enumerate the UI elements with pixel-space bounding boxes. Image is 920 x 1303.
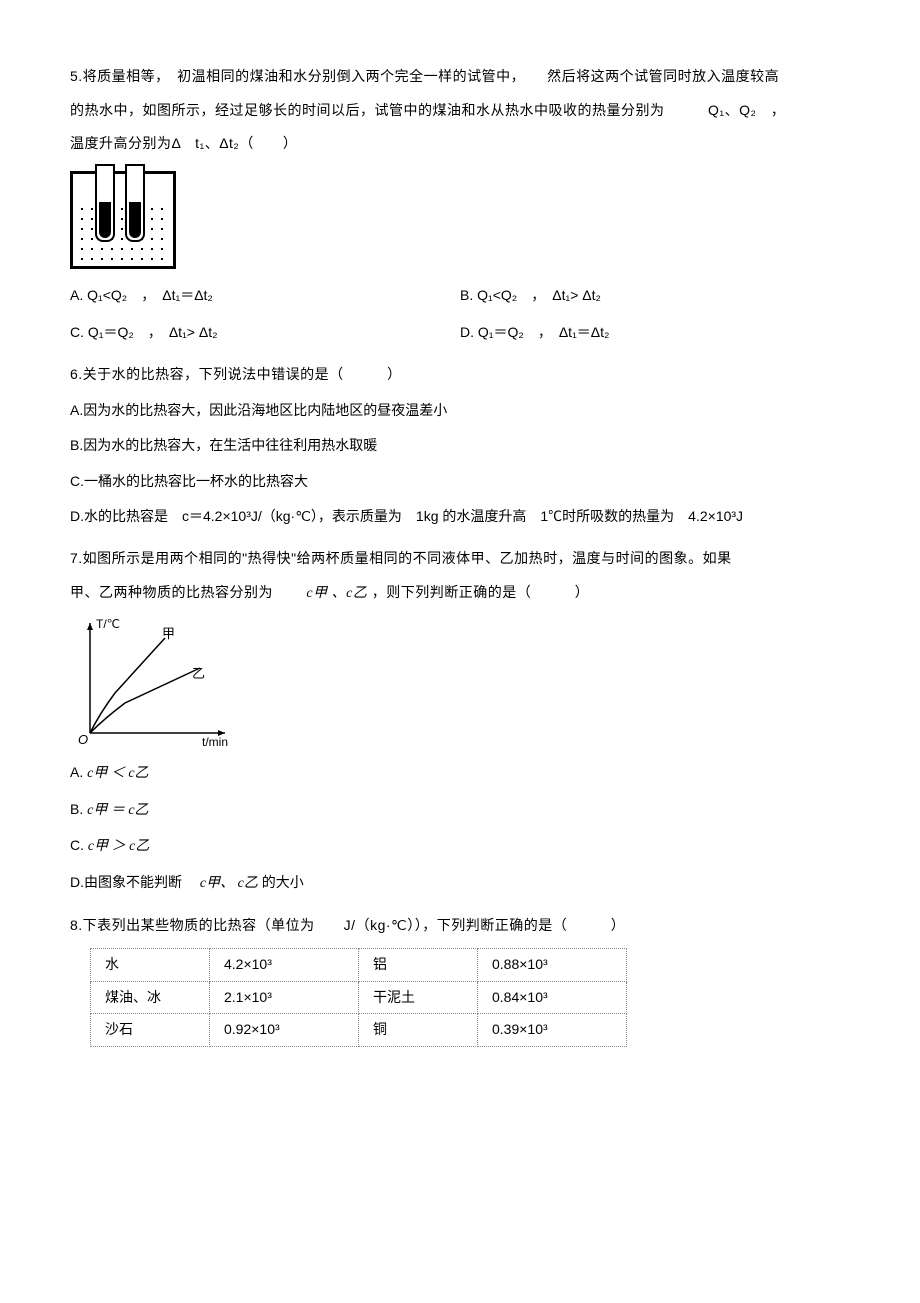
- table-cell: 铝: [359, 949, 478, 982]
- q7-option-b-formula: c甲 ＝ c乙: [87, 803, 148, 818]
- q6-option-a: A.因为水的比热容大，因此沿海地区比内陆地区的昼夜温差小: [70, 394, 850, 428]
- y-axis-label: T/℃: [96, 618, 120, 631]
- q5-options-row-1: A. Q₁<Q₂ ， Δt₁＝Δt₂ B. Q₁<Q₂ ， Δt₁> Δt₂: [70, 279, 850, 313]
- question-6: 6.关于水的比热容，下列说法中错误的是（ ） A.因为水的比热容大，因此沿海地区…: [70, 358, 850, 534]
- q6-option-d: D.水的比热容是 c＝4.2×10³J/（kg·℃），表示质量为 1kg 的水温…: [70, 500, 850, 534]
- q7-option-a-prefix: A.: [70, 764, 83, 780]
- q7-option-d-prefix: D.由图象不能判断: [70, 874, 196, 890]
- question-5: 5.将质量相等， 初温相同的煤油和水分别倒入两个完全一样的试管中， 然后将这两个…: [70, 60, 850, 350]
- q8-table: 水 4.2×10³ 铝 0.88×10³ 煤油、冰 2.1×10³ 干泥土 0.…: [90, 948, 627, 1047]
- q5-line2: 的热水中，如图所示，经过足够长的时间以后，试管中的煤油和水从热水中吸收的热量分别…: [70, 94, 850, 128]
- q7-option-c: C. c甲 ＞ c乙: [70, 829, 850, 864]
- series-yi-label: 乙: [192, 666, 205, 681]
- question-7: 7.如图所示是用两个相同的"热得快"给两杯质量相同的不同液体甲、乙加热时，温度与…: [70, 542, 850, 901]
- q7-option-b-prefix: B.: [70, 801, 83, 817]
- q6-text: 6.关于水的比热容，下列说法中错误的是（ ）: [70, 358, 850, 392]
- q7-option-d-suffix: 的大小: [262, 874, 304, 890]
- q7-line1: 7.如图所示是用两个相同的"热得快"给两杯质量相同的不同液体甲、乙加热时，温度与…: [70, 542, 850, 576]
- q7-line2-c: ，则下列判断正确的是（ ）: [372, 584, 590, 600]
- line-yi: [90, 668, 200, 733]
- table-cell: 水: [91, 949, 210, 982]
- table-cell: 0.39×10³: [478, 1014, 627, 1047]
- origin-label: O: [78, 732, 88, 747]
- table-cell: 4.2×10³: [210, 949, 359, 982]
- q6-option-c: C.一桶水的比热容比一杯水的比热容大: [70, 465, 850, 499]
- q5-option-d: D. Q₁＝Q₂ ， Δt₁＝Δt₂: [460, 316, 850, 350]
- q5-figure-test-tubes: [70, 171, 176, 269]
- q6-option-b: B.因为水的比热容大，在生活中往往利用热水取暖: [70, 429, 850, 463]
- table-cell: 干泥土: [359, 981, 478, 1014]
- table-row: 沙石 0.92×10³ 铜 0.39×10³: [91, 1014, 627, 1047]
- table-cell: 0.88×10³: [478, 949, 627, 982]
- q7-line2: 甲、乙两种物质的比热容分别为 c甲 、c乙 ，则下列判断正确的是（ ）: [70, 576, 850, 611]
- water-dots: [77, 204, 169, 262]
- tube-fill-1: [99, 202, 111, 238]
- test-tube-2: [125, 164, 145, 242]
- test-tube-1: [95, 164, 115, 242]
- table-row: 煤油、冰 2.1×10³ 干泥土 0.84×10³: [91, 981, 627, 1014]
- q5-line1: 5.将质量相等， 初温相同的煤油和水分别倒入两个完全一样的试管中， 然后将这两个…: [70, 60, 850, 94]
- q5-option-a: A. Q₁<Q₂ ， Δt₁＝Δt₂: [70, 279, 460, 313]
- q7-option-a: A. c甲 ＜ c乙: [70, 756, 850, 791]
- tube-fill-2: [129, 202, 141, 238]
- q7-option-d-formula: c甲、 c乙: [200, 876, 258, 891]
- q5-options-row-2: C. Q₁＝Q₂ ， Δt₁> Δt₂ D. Q₁＝Q₂ ， Δt₁＝Δt₂: [70, 316, 850, 350]
- line-jia: [90, 638, 165, 733]
- table-cell: 煤油、冰: [91, 981, 210, 1014]
- table-cell: 沙石: [91, 1014, 210, 1047]
- table-cell: 0.84×10³: [478, 981, 627, 1014]
- q7-option-b: B. c甲 ＝ c乙: [70, 793, 850, 828]
- table-row: 水 4.2×10³ 铝 0.88×10³: [91, 949, 627, 982]
- q7-option-a-formula: c甲 ＜ c乙: [87, 766, 148, 781]
- table-cell: 0.92×10³: [210, 1014, 359, 1047]
- q7-line2-a: 甲、乙两种物质的比热容分别为: [70, 584, 302, 600]
- q5-option-c: C. Q₁＝Q₂ ， Δt₁> Δt₂: [70, 316, 460, 350]
- q7-option-d: D.由图象不能判断 c甲、 c乙 的大小: [70, 866, 850, 901]
- y-axis-arrow: [87, 623, 93, 630]
- q7-option-c-prefix: C.: [70, 837, 84, 853]
- q7-line2-formula: c甲 、c乙: [306, 586, 367, 601]
- graph-svg: T/℃ t/min O 甲 乙: [70, 618, 230, 748]
- table-cell: 2.1×10³: [210, 981, 359, 1014]
- x-axis-label: t/min: [202, 735, 228, 748]
- q5-line3: 温度升高分别为Δ t₁、Δt₂（ ）: [70, 127, 850, 161]
- table-cell: 铜: [359, 1014, 478, 1047]
- question-8: 8.下表列出某些物质的比热容（单位为 J/（kg·℃）），下列判断正确的是（ ）…: [70, 909, 850, 1047]
- q5-option-b: B. Q₁<Q₂ ， Δt₁> Δt₂: [460, 279, 850, 313]
- series-jia-label: 甲: [162, 626, 175, 641]
- q7-figure-graph: T/℃ t/min O 甲 乙: [70, 618, 230, 748]
- q7-option-c-formula: c甲 ＞ c乙: [88, 839, 149, 854]
- q8-text: 8.下表列出某些物质的比热容（单位为 J/（kg·℃）），下列判断正确的是（ ）: [70, 909, 850, 943]
